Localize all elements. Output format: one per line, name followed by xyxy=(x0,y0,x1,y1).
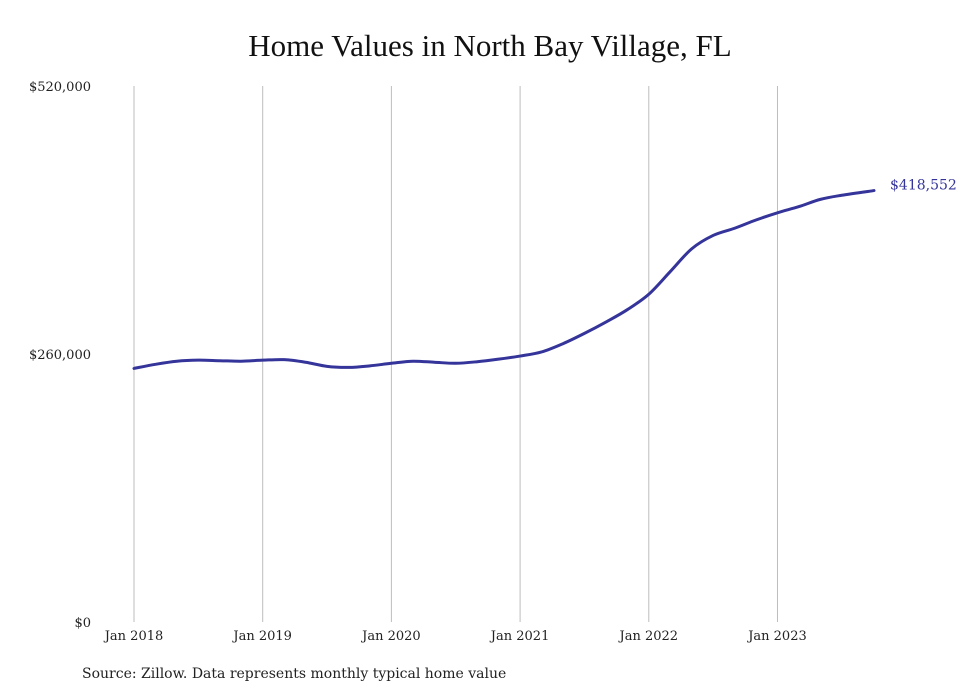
y-tick-label: $260,000 xyxy=(29,348,91,363)
x-tick-label: Jan 2023 xyxy=(746,629,807,644)
end-value-label: $418,552 xyxy=(890,178,957,194)
series-line xyxy=(132,189,876,370)
x-tick-label: Jan 2019 xyxy=(231,629,292,644)
y-tick-label: $0 xyxy=(74,616,91,631)
x-tick-label: Jan 2020 xyxy=(360,629,421,644)
source-note: Source: Zillow. Data represents monthly … xyxy=(82,666,507,682)
y-tick-label: $520,000 xyxy=(29,80,91,95)
chart-title: Home Values in North Bay Village, FL xyxy=(248,28,732,63)
x-tick-label: Jan 2022 xyxy=(618,629,679,644)
x-tick-label: Jan 2021 xyxy=(489,629,550,644)
x-tick-label: Jan 2018 xyxy=(103,629,164,644)
